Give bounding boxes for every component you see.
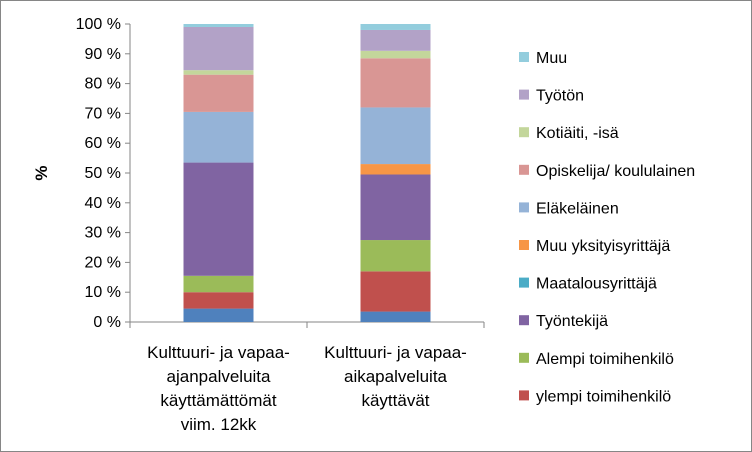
legend-entry: Eläkeläinen <box>536 200 619 217</box>
legend-swatch <box>519 52 529 62</box>
legend-swatch <box>519 277 529 288</box>
bar-segment <box>183 308 254 322</box>
x-tick-label: käyttämättömät <box>160 391 276 410</box>
bar-segment <box>360 29 431 51</box>
legend-entry: Kotiäiti, -isä <box>536 125 619 142</box>
y-tick-label: 100 % <box>76 16 121 33</box>
y-tick-label: 60 % <box>85 135 121 152</box>
y-tick-label: 50 % <box>85 165 121 182</box>
y-tick-label: 80 % <box>85 76 121 93</box>
bar-segment <box>360 174 431 241</box>
legend-entry: Työtön <box>536 88 584 105</box>
x-tick-label: ajanpalveluita <box>167 367 272 386</box>
y-tick-label: 40 % <box>85 195 121 212</box>
bar-segment <box>183 162 254 276</box>
bar-segment <box>360 24 431 30</box>
bar-segment <box>183 74 254 112</box>
legend-swatch <box>519 89 529 100</box>
legend-entry: ylempi toimihenkilö <box>536 388 671 405</box>
y-tick-label: 30 % <box>85 225 121 242</box>
legend-entry: Työntekijä <box>536 313 608 330</box>
bar-segment <box>360 50 431 59</box>
legend-swatch <box>519 315 529 326</box>
y-tick-label: 0 % <box>93 314 121 331</box>
legend-swatch <box>519 352 529 363</box>
plot-area: 0 % 10 % 20 % 30 % 40 % 50 % 60 % 70 % 80 % 90 % 1… <box>76 16 485 434</box>
bar-segment <box>183 24 254 27</box>
legend-swatch <box>519 164 529 175</box>
bar-segment <box>360 164 431 175</box>
bar-segment <box>183 111 254 163</box>
x-tick-label: viim. 12kk <box>181 415 257 434</box>
bar-segment <box>183 292 254 309</box>
legend: Muu Työtön Kotiäiti, -isä Opiskelija/ koulu… <box>519 50 695 405</box>
bar-segment <box>360 240 431 272</box>
bar-segment <box>183 70 254 75</box>
x-tick-label: Kulttuuri- ja vapaa- <box>147 343 290 362</box>
legend-swatch <box>519 202 529 213</box>
y-tick-label: 90 % <box>85 46 121 63</box>
x-tick-label: käyttävät <box>361 391 429 410</box>
legend-entry: Alempi toimihenkilö <box>536 351 674 368</box>
bar-segment <box>360 311 431 322</box>
y-axis-label: % <box>32 165 51 180</box>
bar-segment <box>360 107 431 165</box>
y-tick-label: 70 % <box>85 105 121 122</box>
legend-entry: Opiskelija/ koululainen <box>536 163 695 180</box>
y-tick-label: 20 % <box>85 254 121 271</box>
y-tick-label: 10 % <box>85 284 121 301</box>
legend-entry: Muu yksityisyrittäjä <box>536 238 670 255</box>
bar-segment <box>183 275 254 293</box>
legend-swatch <box>519 240 529 250</box>
legend-entry: Maatalousyrittäjä <box>536 276 657 293</box>
x-tick-label: Kulttuuri- ja vapaa- <box>324 343 467 362</box>
bar-segment <box>360 58 431 108</box>
legend-swatch <box>519 390 529 401</box>
legend-entry: Muu <box>536 50 567 67</box>
legend-swatch <box>519 127 529 138</box>
bar-segment <box>183 26 254 71</box>
x-tick-label: aikapalveluita <box>344 367 448 386</box>
bar-segment <box>360 271 431 312</box>
